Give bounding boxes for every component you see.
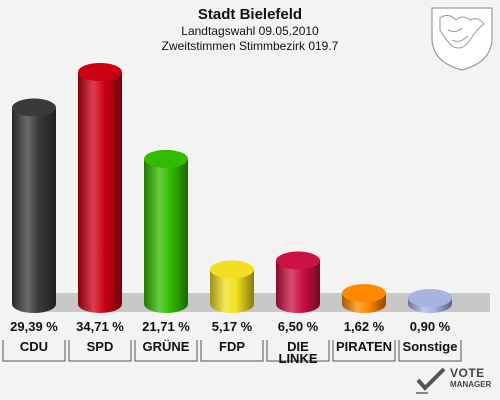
checkmark-icon bbox=[416, 367, 446, 394]
category-label: CDU bbox=[2, 339, 66, 362]
svg-text:LINKE: LINKE bbox=[279, 351, 318, 366]
bar bbox=[144, 149, 188, 313]
chart-title: Stadt Bielefeld bbox=[197, 6, 303, 23]
svg-text:PIRATEN: PIRATEN bbox=[336, 339, 392, 354]
bar bbox=[12, 98, 56, 314]
svg-text:DIE: DIE bbox=[287, 339, 309, 354]
svg-text:GRÜNE: GRÜNE bbox=[143, 339, 190, 354]
svg-text:CDU: CDU bbox=[20, 339, 48, 354]
value-label: 1,62 % bbox=[344, 319, 385, 334]
value-label: 21,71 % bbox=[142, 319, 190, 334]
chart-subtitle-district: Zweitstimmen Stimmbezirk 019.7 bbox=[161, 39, 339, 53]
vote-manager-logo: VOTE MANAGER bbox=[414, 366, 494, 396]
category-label: GRÜNE bbox=[134, 339, 198, 362]
category-label: SPD bbox=[68, 339, 132, 362]
logo-word-vote: VOTE bbox=[450, 366, 485, 380]
category-label: FDP bbox=[200, 339, 264, 362]
category-label: PIRATEN bbox=[332, 339, 396, 362]
bar bbox=[78, 63, 122, 313]
coat-of-arms-icon bbox=[431, 7, 493, 71]
category-label: Sonstige bbox=[398, 339, 462, 362]
logo-word-manager: MANAGER bbox=[450, 380, 492, 389]
bar bbox=[276, 251, 320, 313]
svg-text:FDP: FDP bbox=[219, 339, 245, 354]
svg-text:Sonstige: Sonstige bbox=[403, 339, 458, 354]
bar bbox=[408, 288, 452, 313]
value-label: 6,50 % bbox=[278, 319, 319, 334]
bar bbox=[210, 260, 254, 313]
svg-text:SPD: SPD bbox=[87, 339, 114, 354]
value-label: 0,90 % bbox=[410, 319, 451, 334]
value-label: 34,71 % bbox=[76, 319, 124, 334]
bar bbox=[342, 284, 386, 313]
chart-subtitle-election: Landtagswahl 09.05.2010 bbox=[181, 24, 319, 38]
value-label: 5,17 % bbox=[212, 319, 253, 334]
value-label: 29,39 % bbox=[10, 319, 58, 334]
